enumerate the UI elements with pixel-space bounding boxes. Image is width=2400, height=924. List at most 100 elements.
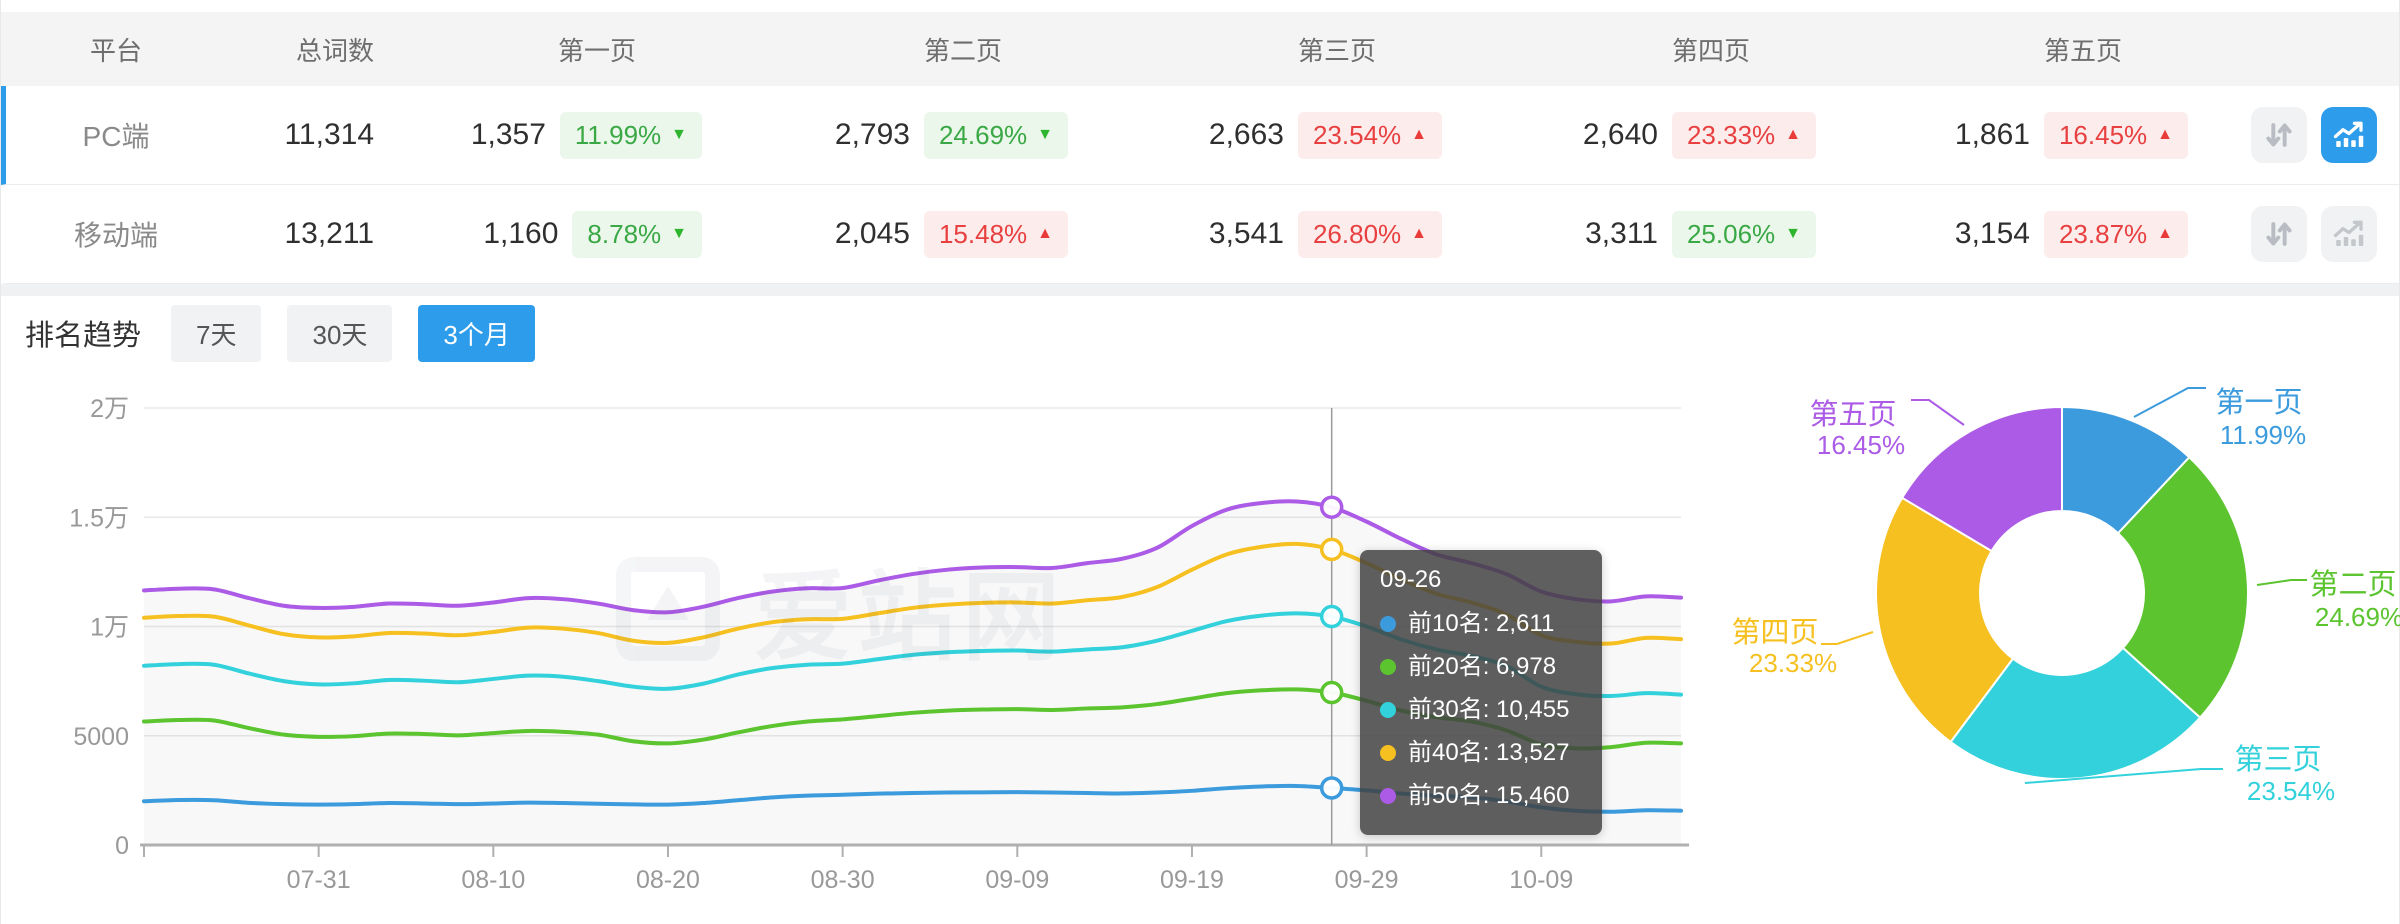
page-5-count: 1,861 <box>1954 118 2030 151</box>
donut-leader-line <box>2256 579 2307 586</box>
page-4-cell: 2,640 23.33% ▲ <box>1456 111 1830 159</box>
page-3-change-badge: 26.80% ▲ <box>1297 210 1442 258</box>
charts-section: 0 5000 1万 1.5万 2万 07-31 08-10 08-20 08-30 09-09 09… <box>1 370 2400 924</box>
tab-7天[interactable]: 7天 <box>171 304 262 362</box>
table-row-移动端[interactable]: 移动端 13,211 1,160 8.78% ▼ 2,045 15.48% ▲ 3,541 26.… <box>1 185 2399 284</box>
tooltip-item-text: 前40名: 13,527 <box>1408 739 1570 766</box>
x-axis-label: 09-29 <box>1335 866 1399 894</box>
page-4-cell: 3,311 25.06% ▼ <box>1456 210 1830 258</box>
series-area <box>144 501 1681 845</box>
donut-percent-第四页: 23.33% <box>1749 648 1837 678</box>
page-3-cell: 3,541 26.80% ▲ <box>1082 210 1456 258</box>
tooltip-date: 09-26 <box>1380 566 1442 593</box>
donut-percent-第二页: 24.69% <box>2315 602 2400 632</box>
column-header-0: 平台 <box>89 35 142 66</box>
page-5-change-badge: 16.45% ▲ <box>2043 111 2188 159</box>
donut-slice-第三页[interactable] <box>1949 646 2202 780</box>
column-header-4: 第三页 <box>1297 35 1376 66</box>
arrow-up-icon: ▲ <box>1785 126 1801 143</box>
platform-label: PC端 <box>82 121 150 152</box>
trend-toolbar: 排名趋势 7天 30天 3个月 <box>1 296 2399 370</box>
tab-30天[interactable]: 30天 <box>287 304 393 362</box>
tooltip-item-text: 前20名: 6,978 <box>1408 653 1557 680</box>
page-1-cell: 1,357 11.99% ▼ <box>396 111 716 159</box>
row-actions <box>2202 107 2399 163</box>
donut-label-第二页: 第二页 <box>2309 568 2396 601</box>
trend-chart-button[interactable] <box>2321 206 2377 262</box>
arrow-down-icon: ▼ <box>1785 225 1801 242</box>
page-5-cell: 1,861 16.45% ▲ <box>1830 111 2202 159</box>
sort-arrows-button[interactable] <box>2251 107 2307 163</box>
tab-3个月[interactable]: 3个月 <box>418 304 535 362</box>
donut-leader-line <box>1821 631 1874 645</box>
y-axis-label: 1.5万 <box>69 504 129 532</box>
x-axis-label: 10-09 <box>1509 866 1573 894</box>
arrow-up-icon: ▲ <box>1411 126 1427 143</box>
column-header-6: 第五页 <box>2043 35 2122 66</box>
arrow-down-icon: ▼ <box>671 225 687 242</box>
rank-table: 平台 总词数 第一页 第二页 第三页 第四页 第五页 PC端 11,314 1,357 11.99… <box>1 0 2399 284</box>
page-3-count: 3,541 <box>1208 217 1284 250</box>
page-4-count: 2,640 <box>1582 118 1658 151</box>
change-percent: 24.69% <box>938 119 1028 150</box>
page-2-count: 2,793 <box>834 118 910 151</box>
trend-title: 排名趋势 <box>25 320 142 352</box>
platform-label: 移动端 <box>73 220 158 251</box>
arrow-up-icon: ▲ <box>1411 225 1427 242</box>
arrow-up-icon: ▲ <box>2157 126 2173 143</box>
change-percent: 25.06% <box>1686 218 1776 249</box>
y-axis-label: 5000 <box>73 723 129 751</box>
donut-percent-第一页: 11.99% <box>2220 420 2306 450</box>
sort-arrows-button[interactable] <box>2251 206 2307 262</box>
tooltip-item: 前30名: 10,455 <box>1380 688 1582 731</box>
trend-chart-button[interactable] <box>2321 107 2377 163</box>
y-axis-label: 2万 <box>90 395 129 423</box>
donut-slice-第五页[interactable] <box>1900 405 2063 553</box>
donut-label-第四页: 第四页 <box>1731 616 1818 649</box>
tooltip-item-text: 前30名: 10,455 <box>1408 696 1570 723</box>
total-words-value: 13,211 <box>284 217 374 250</box>
line-chart[interactable]: 0 5000 1万 1.5万 2万 07-31 08-10 08-20 08-30 09-09 09… <box>1 370 1701 924</box>
table-header: 平台 总词数 第一页 第二页 第三页 第四页 第五页 <box>1 12 2399 86</box>
row-actions <box>2202 206 2399 262</box>
change-percent: 23.54% <box>1312 119 1402 150</box>
change-percent: 15.48% <box>938 218 1028 249</box>
arrow-up-icon: ▲ <box>1037 225 1053 242</box>
tooltip-item: 前40名: 13,527 <box>1380 731 1582 774</box>
page-2-cell: 2,793 24.69% ▼ <box>716 111 1082 159</box>
donut-label-第五页: 第五页 <box>1809 398 1896 431</box>
total-words-value: 11,314 <box>284 118 374 151</box>
change-percent: 8.78% <box>587 218 662 249</box>
page-3-change-badge: 23.54% ▲ <box>1297 111 1442 159</box>
chart-tooltip: 09-26 前10名: 2,611 前20名: 6,978 前30名: 10,455… <box>1360 550 1602 835</box>
page-4-change-badge: 25.06% ▼ <box>1671 210 1816 258</box>
hover-marker-前30名 <box>1319 604 1344 629</box>
page-5-cell: 3,154 23.87% ▲ <box>1830 210 2202 258</box>
donut-leader-line <box>2133 387 2206 418</box>
donut-slice-第二页[interactable] <box>2116 455 2249 719</box>
change-percent: 11.99% <box>574 119 662 150</box>
y-axis-label: 0 <box>115 832 129 860</box>
donut-slice-第四页[interactable] <box>1875 496 2015 744</box>
donut-chart[interactable]: 第一页 11.99% 第二页 24.69% 第三页 23.54% 第四页 23.33% 第五页 1… <box>1701 370 2400 924</box>
tooltip-item: 前50名: 15,460 <box>1380 774 1582 817</box>
donut-percent-第五页: 16.45% <box>1817 430 1905 460</box>
section-divider <box>1 284 2399 296</box>
page-5-change-badge: 23.87% ▲ <box>2043 210 2188 258</box>
page-4-count: 3,311 <box>1585 217 1658 250</box>
hover-marker-前20名 <box>1319 680 1344 705</box>
change-percent: 16.45% <box>2058 119 2148 150</box>
page-1-count: 1,160 <box>483 217 559 250</box>
arrow-up-icon: ▲ <box>2157 225 2173 242</box>
table-row-PC端[interactable]: PC端 11,314 1,357 11.99% ▼ 2,793 24.69% ▼ 2,663 23… <box>1 86 2399 185</box>
page-2-change-badge: 24.69% ▼ <box>923 111 1068 159</box>
column-header-3: 第二页 <box>923 35 1002 66</box>
column-header-2: 第一页 <box>557 35 636 66</box>
arrow-down-icon: ▼ <box>671 126 687 143</box>
donut-label-第三页: 第三页 <box>2234 743 2321 776</box>
column-header-1: 总词数 <box>295 35 374 66</box>
page-1-cell: 1,160 8.78% ▼ <box>396 210 716 258</box>
page-5-count: 3,154 <box>1954 217 2030 250</box>
